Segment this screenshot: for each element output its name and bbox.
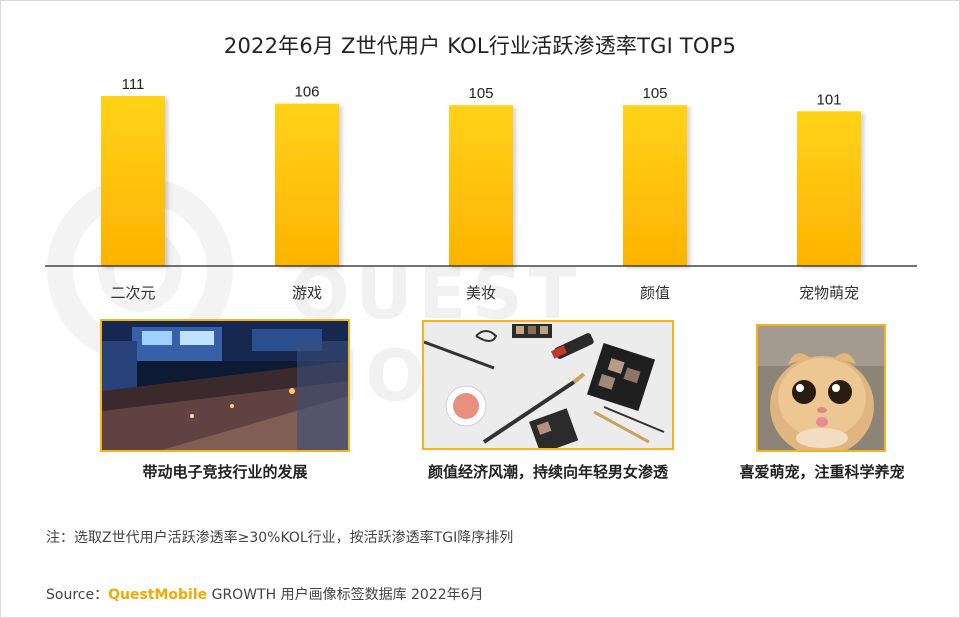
- footnote: 注：选取Z世代用户活跃渗透率≥30%KOL行业，按活跃渗透率TGI降序排列: [46, 530, 514, 546]
- caption-cat: 喜爱萌宠，注重科学养宠: [739, 463, 905, 481]
- data-label-1: 106: [294, 84, 319, 101]
- category-label-1: 游戏: [292, 284, 322, 302]
- data-label-2: 105: [468, 85, 493, 102]
- category-label-2: 美妆: [466, 284, 496, 302]
- bar-1: [275, 103, 339, 266]
- bar-3: [623, 105, 687, 267]
- data-label-4: 101: [816, 91, 841, 108]
- chart-title: 2022年6月 Z世代用户 KOL行业活跃渗透率TGI TOP5: [223, 34, 737, 58]
- data-label-0: 111: [122, 76, 145, 93]
- data-label-3: 105: [642, 85, 667, 102]
- caption-esports: 带动电子竞技行业的发展: [142, 463, 308, 481]
- category-label-4: 宠物萌宠: [799, 284, 859, 302]
- bar-0: [101, 96, 165, 266]
- source-text: GROWTH 用户画像标签数据库 2022年6月: [207, 587, 484, 603]
- cute-cat-photo: [756, 324, 886, 452]
- bar-4: [797, 111, 861, 267]
- caption-makeup: 颜值经济风潮，持续向年轻男女渗透: [427, 463, 668, 481]
- brand-name: QuestMobile: [108, 587, 208, 603]
- makeup-cosmetics-photo: [422, 320, 674, 450]
- category-label-3: 颜值: [640, 284, 670, 302]
- category-label-0: 二次元: [110, 284, 155, 302]
- bar-chart: 111 二次元 106 游戏 105 美妆 105 颜值 101 宠物萌宠: [45, 76, 917, 302]
- source-label: Source：: [46, 587, 109, 603]
- bar-2: [449, 105, 513, 267]
- source-line: Source：QuestMobile GROWTH 用户画像标签数据库 2022…: [46, 584, 484, 604]
- esports-arena-photo: [100, 319, 350, 452]
